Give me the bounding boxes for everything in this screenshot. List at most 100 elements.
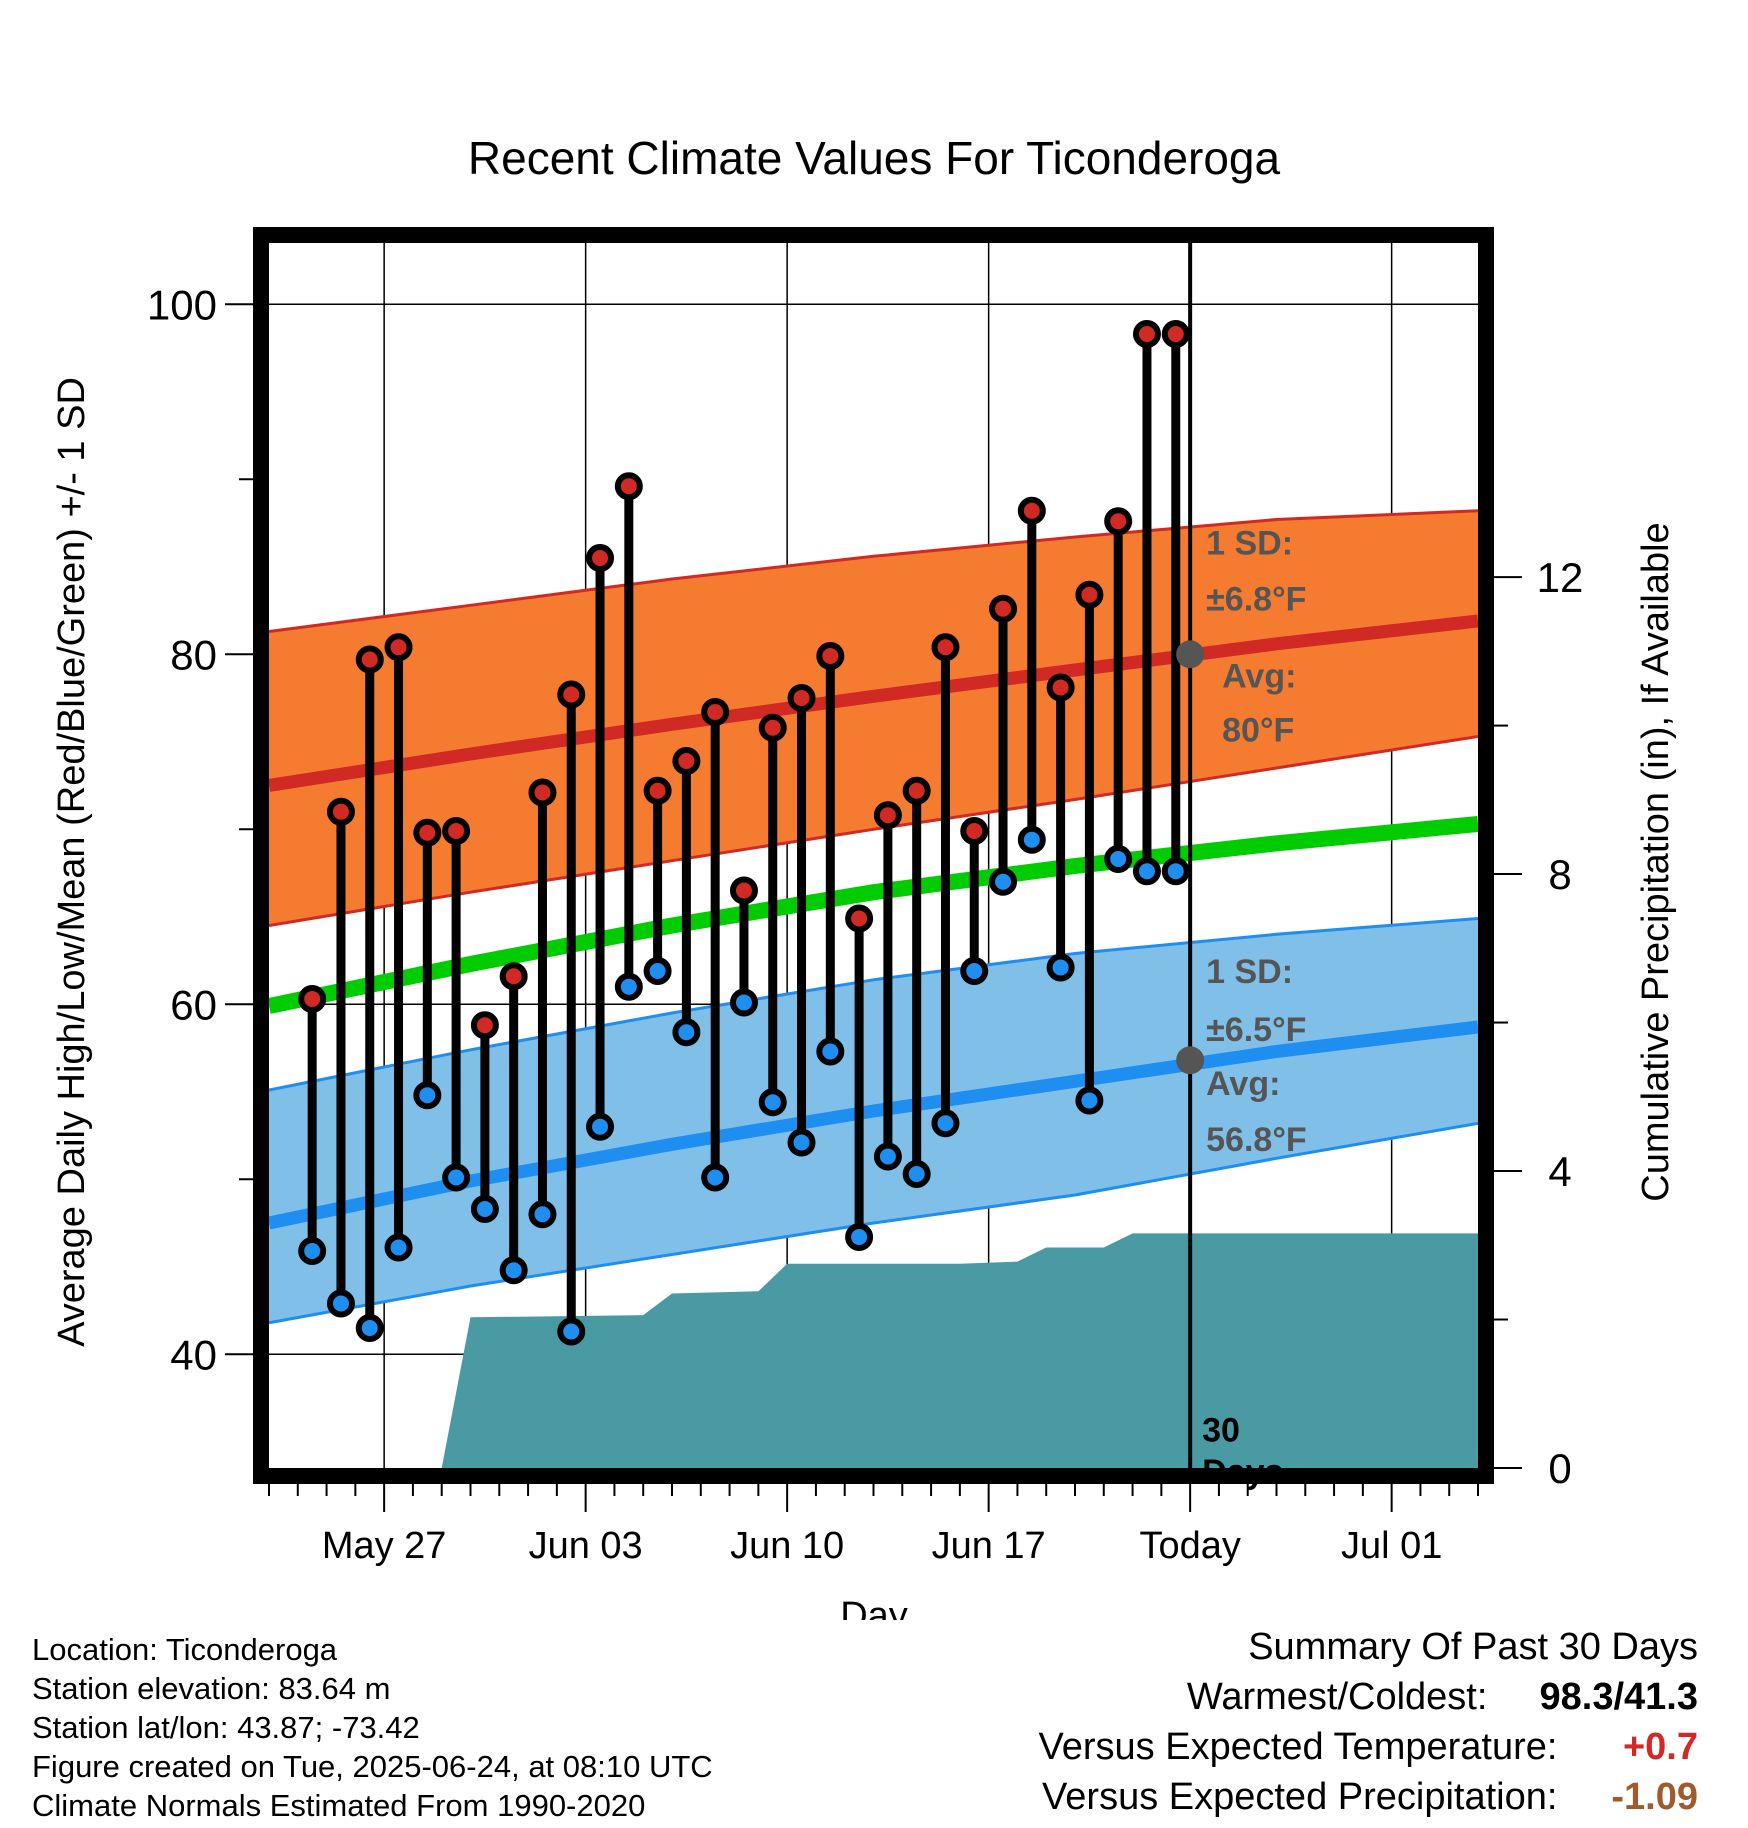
x-tick-label: Today bbox=[1139, 1525, 1240, 1567]
daily-low-marker bbox=[787, 1128, 816, 1157]
daily-high-marker bbox=[442, 817, 471, 845]
daily-high-marker bbox=[298, 985, 327, 1013]
daily-high-marker bbox=[1075, 580, 1104, 609]
temp-row: Versus Expected Temperature: +0.7 bbox=[798, 1722, 1698, 1772]
daily-low-marker bbox=[729, 988, 758, 1017]
daily-high-marker bbox=[557, 680, 586, 709]
left-tick-label: 40 bbox=[170, 1331, 217, 1378]
daily-high-marker bbox=[499, 962, 528, 991]
daily-high-marker bbox=[787, 684, 816, 712]
x-tick-label: May 27 bbox=[322, 1525, 447, 1567]
daily-low-marker bbox=[298, 1237, 327, 1265]
plot-area: 40 60 80 100 0 4 8 12 May 27 Jun 03 Jun 10 Jun 17 To… bbox=[147, 227, 1584, 1567]
created-text: Figure created on Tue, 2025-06-24, at 08… bbox=[32, 1749, 713, 1784]
daily-low-marker bbox=[499, 1256, 528, 1285]
daily-high-marker bbox=[413, 818, 442, 847]
daily-high-marker bbox=[1104, 507, 1133, 536]
daily-low-marker bbox=[528, 1200, 557, 1229]
daily-low-marker bbox=[1132, 857, 1161, 886]
daily-high-marker bbox=[1017, 496, 1046, 525]
summary-heading: Summary Of Past 30 Days bbox=[1248, 1626, 1698, 1668]
daily-low-marker bbox=[1075, 1086, 1104, 1115]
precip-label: Versus Expected Precipitation: bbox=[1042, 1776, 1558, 1818]
daily-low-marker bbox=[845, 1223, 874, 1251]
left-tick-label: 60 bbox=[170, 981, 217, 1028]
latlon-text: Station lat/lon: 43.87; -73.42 bbox=[32, 1710, 420, 1745]
right-tick-label: 0 bbox=[1548, 1445, 1571, 1492]
x-axis-label: Day bbox=[840, 1595, 908, 1620]
daily-high-marker bbox=[643, 776, 672, 805]
high-avg-annotation-line2: 80°F bbox=[1222, 712, 1294, 750]
warm-cold-value: 98.3/41.3 bbox=[1539, 1676, 1698, 1718]
daily-high-marker bbox=[384, 633, 413, 662]
plot-content bbox=[269, 243, 1478, 1468]
daily-low-marker bbox=[902, 1160, 931, 1188]
daily-high-marker bbox=[1161, 320, 1190, 348]
window-annotation-line1: 30 bbox=[1202, 1412, 1240, 1450]
high-sd-upper-line bbox=[269, 509, 1478, 633]
daily-high-marker bbox=[470, 1011, 499, 1040]
daily-low-marker bbox=[614, 972, 643, 1001]
daily-high-marker bbox=[326, 797, 355, 826]
precipitation-area bbox=[441, 1233, 1478, 1468]
daily-low-marker bbox=[442, 1163, 471, 1192]
window-annotation-line2: Days bbox=[1202, 1453, 1283, 1491]
daily-high-marker bbox=[586, 544, 615, 572]
low-avg-annotation-line1: Avg: bbox=[1206, 1065, 1280, 1103]
station-info: Location: Ticonderoga Station elevation:… bbox=[32, 1630, 932, 1825]
daily-high-marker bbox=[845, 904, 874, 933]
daily-low-marker bbox=[1017, 825, 1046, 854]
right-tick-label: 12 bbox=[1537, 554, 1584, 601]
x-tick-label: Jun 17 bbox=[932, 1525, 1046, 1567]
high-avg-annotation-line1: Avg: bbox=[1222, 657, 1296, 695]
low-sd-lower-line bbox=[269, 1121, 1478, 1325]
daily-low-marker bbox=[355, 1314, 384, 1342]
high-sd-band bbox=[269, 510, 1478, 926]
temp-value: +0.7 bbox=[1622, 1726, 1698, 1768]
chart-title: Recent Climate Values For Ticonderoga bbox=[468, 132, 1281, 184]
today-avg-high-marker bbox=[1176, 640, 1205, 669]
elevation-text: Station elevation: 83.64 m bbox=[32, 1671, 391, 1706]
daily-high-marker bbox=[614, 472, 643, 501]
left-tick-label: 80 bbox=[170, 631, 217, 678]
daily-low-marker bbox=[1046, 953, 1075, 982]
summary-panel: Summary Of Past 30 Days Warmest/Coldest:… bbox=[798, 1622, 1698, 1822]
daily-low-marker bbox=[384, 1233, 413, 1262]
daily-high-marker bbox=[902, 776, 931, 805]
daily-high-marker bbox=[873, 801, 902, 830]
daily-low-marker bbox=[557, 1317, 586, 1346]
left-axis-label: Average Daily High/Low/Mean (Red/Blue/Gr… bbox=[51, 377, 93, 1347]
daily-high-marker bbox=[528, 778, 557, 807]
high-sd-annotation-line1: 1 SD: bbox=[1206, 524, 1293, 562]
daily-high-marker bbox=[758, 713, 787, 742]
right-tick-label: 8 bbox=[1548, 851, 1571, 898]
daily-high-marker bbox=[960, 817, 989, 845]
daily-low-marker bbox=[586, 1112, 615, 1141]
daily-low-marker bbox=[960, 957, 989, 985]
daily-low-marker bbox=[1104, 845, 1133, 873]
daily-low-marker bbox=[701, 1163, 730, 1192]
low-sd-upper-line bbox=[269, 917, 1478, 1092]
daily-high-marker bbox=[729, 876, 758, 905]
daily-low-marker bbox=[643, 957, 672, 985]
daily-high-marker bbox=[816, 642, 845, 670]
daily-high-marker bbox=[672, 747, 701, 775]
daily-low-marker bbox=[413, 1081, 442, 1110]
avg-high-line bbox=[269, 614, 1478, 792]
right-tick-label: 4 bbox=[1548, 1148, 1571, 1195]
daily-low-marker bbox=[758, 1088, 787, 1117]
daily-high-marker bbox=[701, 698, 730, 726]
low-sd-annotation-line1: 1 SD: bbox=[1206, 953, 1293, 991]
daily-low-marker bbox=[1161, 857, 1190, 886]
climate-chart: Recent Climate Values For Ticonderoga 40… bbox=[51, 132, 1677, 1620]
right-axis-label: Cumulative Precipitation (in), If Availa… bbox=[1635, 522, 1677, 1201]
daily-high-marker bbox=[989, 594, 1018, 623]
x-tick-label: Jun 10 bbox=[730, 1525, 844, 1567]
plot-frame bbox=[253, 227, 1494, 1484]
left-tick-label: 100 bbox=[147, 281, 217, 328]
normals-text: Climate Normals Estimated From 1990-2020 bbox=[32, 1788, 646, 1823]
daily-low-marker bbox=[672, 1018, 701, 1047]
today-avg-low-marker bbox=[1176, 1046, 1205, 1075]
location-text: Location: Ticonderoga bbox=[32, 1632, 338, 1667]
x-tick-label: Jul 01 bbox=[1341, 1525, 1442, 1567]
